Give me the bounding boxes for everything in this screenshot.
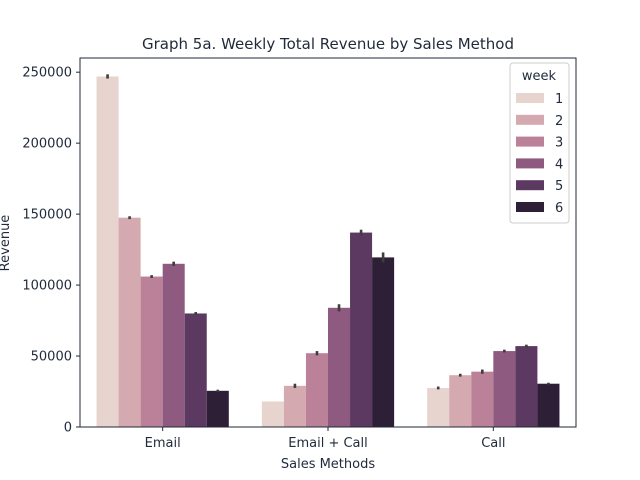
bar-week-4-email <box>162 263 185 427</box>
legend-label-week-1: 1 <box>555 92 563 107</box>
legend-label-week-4: 4 <box>555 157 563 172</box>
bar-week-3-email <box>140 276 163 427</box>
bar-week-2-email <box>118 217 141 427</box>
legend-swatch-week-1 <box>516 93 544 103</box>
chart-title: Graph 5a. Weekly Total Revenue by Sales … <box>142 35 514 53</box>
legend-title: week <box>522 69 557 84</box>
legend-swatch-week-5 <box>516 180 544 191</box>
x-tick-label: Call <box>481 436 505 451</box>
y-tick-label: 150000 <box>22 208 72 223</box>
bar-week-1-email <box>96 76 119 427</box>
bar-week-3-email-call <box>305 353 328 427</box>
legend-swatch-week-4 <box>516 158 544 169</box>
legend: week 1 2 3 4 5 6 <box>509 62 570 224</box>
bar-week-5-call <box>515 346 538 427</box>
y-tick-label: 200000 <box>22 137 72 152</box>
legend-label-week-5: 5 <box>555 179 563 194</box>
legend-swatch-week-2 <box>516 114 544 125</box>
legend-swatch-week-6 <box>516 202 544 212</box>
x-tick-label: Email <box>145 436 181 451</box>
bar-week-1-email-call <box>261 401 284 427</box>
x-axis-label: Sales Methods <box>281 457 375 472</box>
y-axis-label: Revenue <box>0 215 13 272</box>
bar-week-2-email-call <box>283 385 306 427</box>
legend-label-week-6: 6 <box>555 201 563 216</box>
bar-week-1-call <box>427 387 450 427</box>
bar-week-4-call <box>493 351 516 427</box>
y-tick-label: 100000 <box>22 279 72 294</box>
legend-swatch-week-3 <box>516 136 544 147</box>
bar-week-6-call <box>537 383 560 427</box>
legend-label-week-3: 3 <box>555 136 563 151</box>
y-tick-label: 0 <box>64 421 72 436</box>
bar-week-5-email <box>184 313 207 427</box>
y-tick-label: 50000 <box>31 350 72 365</box>
bar-week-6-email-call <box>372 257 395 427</box>
axes-group: 0 50000 100000 150000 200000 250000 Email Email… <box>22 57 577 451</box>
bars-group <box>96 74 560 427</box>
x-tick-label: Email + Call <box>288 436 368 451</box>
bar-week-4-email-call <box>328 307 351 427</box>
bar-week-5-email-call <box>350 232 373 427</box>
bar-week-3-call <box>471 371 494 427</box>
bar-week-2-call <box>449 375 472 427</box>
bar-week-6-email <box>206 390 229 427</box>
y-tick-label: 250000 <box>22 66 72 81</box>
legend-label-week-2: 2 <box>555 114 563 129</box>
